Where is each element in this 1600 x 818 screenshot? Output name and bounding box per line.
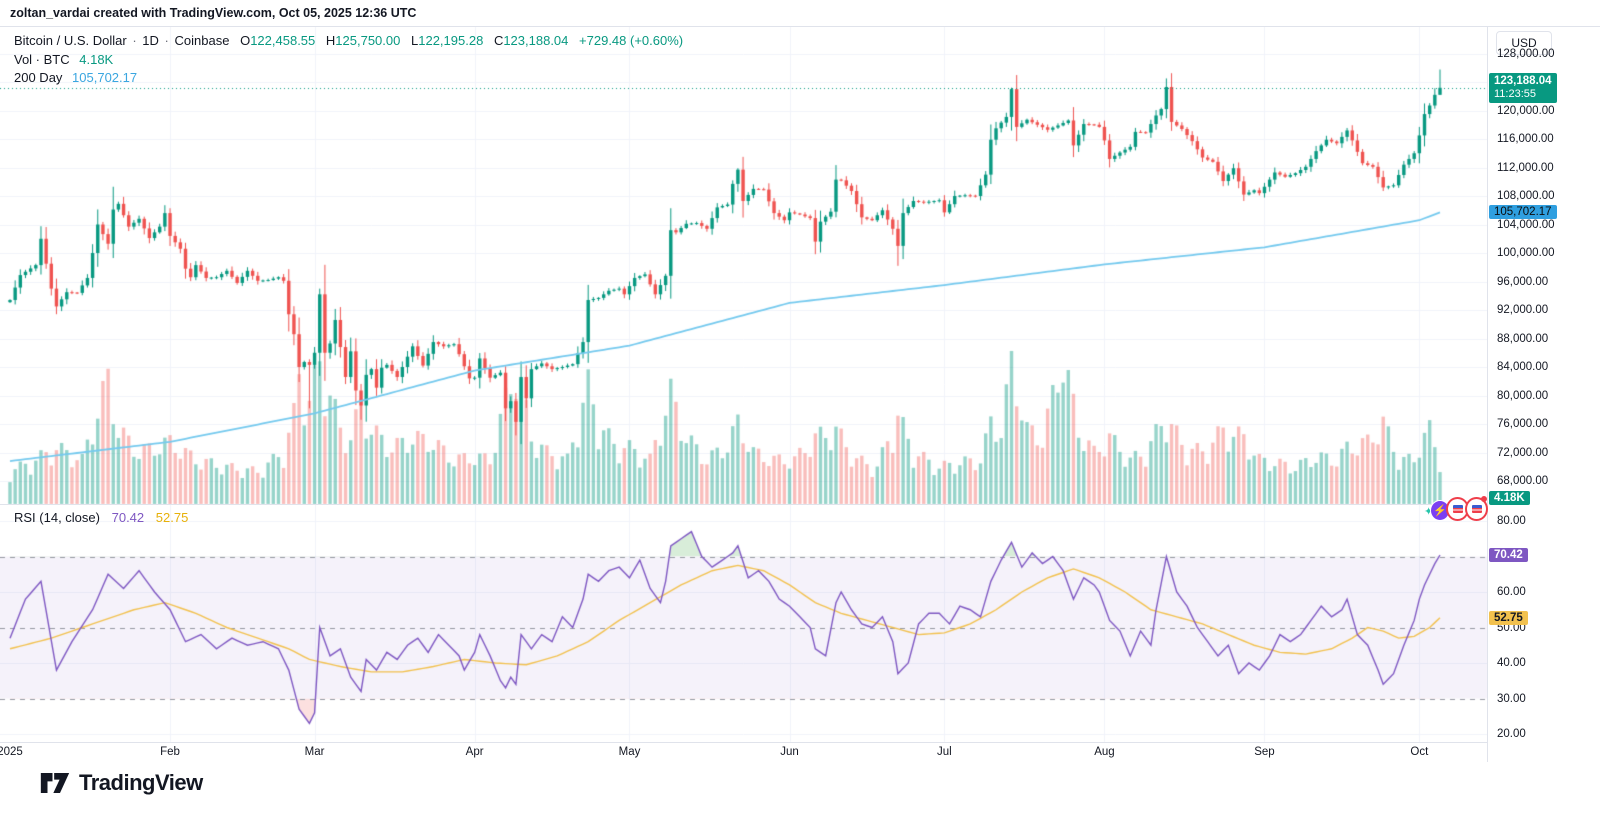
close-letter: C (493, 33, 504, 48)
time-tick: Apr (465, 746, 484, 758)
interval-label: 1D (142, 33, 159, 48)
price-tick: 80,000.00 (1497, 389, 1549, 402)
change-value: +729.48 (+0.60%) (579, 33, 684, 48)
rsi-tick: 80.00 (1497, 515, 1526, 527)
price-tick: 84,000.00 (1497, 361, 1549, 373)
time-tick: Mar (304, 746, 325, 758)
close-value: 123,188.04 (503, 33, 569, 48)
volume-legend-row: Vol · BTC 4.18K (14, 51, 683, 69)
symbol-title: Bitcoin / U.S. Dollar (14, 33, 127, 48)
open-letter: O (240, 33, 251, 48)
time-tick: Jul (937, 746, 952, 758)
rsi-tick: 60.00 (1497, 586, 1526, 598)
rsi-tick: 30.00 (1497, 692, 1526, 705)
ma200-legend-row: 200 Day 105,702.17 (14, 69, 683, 87)
time-tick: Oct (1410, 746, 1429, 758)
tradingview-logo-text: TradingView (79, 770, 203, 795)
last-price-value: 123,188.04 (1494, 74, 1552, 87)
separator-dot: · (132, 33, 137, 48)
ma200-price-badge: 105,702.17 (1489, 205, 1557, 220)
price-tick: 128,000.00 (1497, 47, 1555, 60)
rsi-tick: 40.00 (1497, 657, 1526, 669)
price-tick: 76,000.00 (1497, 418, 1549, 430)
price-tick: 100,000.00 (1497, 247, 1555, 259)
time-tick: Jun (780, 746, 799, 758)
ma200-value: 105,702.17 (72, 70, 138, 85)
sparkle-icon: ✦ (1424, 505, 1434, 518)
price-tick: 92,000.00 (1497, 304, 1549, 316)
high-value: 125,750.00 (335, 33, 401, 48)
footer: TradingView (0, 762, 1600, 818)
price-tick: 72,000.00 (1497, 446, 1549, 459)
price-tick: 112,000.00 (1497, 161, 1554, 174)
low-value: 122,195.28 (418, 33, 484, 48)
exchange-label: Coinbase (174, 33, 230, 48)
volume-badge: 4.18K (1489, 491, 1530, 505)
rsi-ma-value: 52.75 (155, 510, 189, 525)
event-marker-cluster[interactable]: ✦ ⚡ (1424, 495, 1488, 521)
price-tick: 68,000.00 (1497, 475, 1549, 487)
chart-area: Bitcoin / U.S. Dollar · 1D · Coinbase O1… (0, 26, 1600, 763)
price-tick: 120,000.00 (1497, 104, 1555, 117)
rsi-ma-last-badge: 52.75 (1489, 610, 1528, 625)
attribution-text: zoltan_vardai created with TradingView.c… (10, 6, 417, 20)
time-tick: Aug (1094, 746, 1115, 758)
time-tick: May (618, 746, 641, 758)
economic-event-icon[interactable] (1465, 496, 1488, 521)
axis-divider (0, 742, 1487, 743)
symbol-ohlc-row: Bitcoin / U.S. Dollar · 1D · Coinbase O1… (14, 32, 683, 50)
flag-icon (1471, 505, 1482, 513)
tradingview-logo[interactable]: TradingView (40, 770, 203, 796)
currency-toggle-button[interactable]: USD (1496, 31, 1552, 55)
pane-divider[interactable] (0, 504, 1487, 505)
rsi-value: 70.42 (111, 510, 145, 525)
price-tick: 88,000.00 (1497, 332, 1549, 345)
price-tick: 108,000.00 (1497, 190, 1555, 202)
price-tick: 104,000.00 (1497, 218, 1555, 231)
flag-icon (1452, 505, 1463, 513)
ma200-label: 200 Day (14, 70, 63, 85)
rsi-tick: 20.00 (1497, 728, 1526, 740)
bar-countdown: 11:23:55 (1494, 87, 1537, 100)
time-tick: Feb (160, 746, 180, 758)
open-value: 122,458.55 (250, 33, 316, 48)
separator-dot: · (164, 33, 169, 48)
time-axis[interactable]: 2025 Feb Mar Apr May Jun Jul Aug Sep Oct (0, 743, 1487, 763)
volume-value: 4.18K (79, 51, 114, 67)
price-axis[interactable]: USD 128,000.00124,000.00120,000.00116,00… (1487, 27, 1600, 763)
last-price-badge: 123,188.04 11:23:55 (1489, 72, 1557, 103)
rsi-title: RSI (14, close) (14, 510, 100, 525)
tradingview-logo-icon (40, 773, 70, 793)
rsi-last-badge: 70.42 (1489, 548, 1528, 562)
low-letter: L (411, 33, 419, 48)
time-tick: 2025 (0, 746, 23, 758)
time-tick: Sep (1254, 746, 1275, 758)
symbol-legend: Bitcoin / U.S. Dollar · 1D · Coinbase O1… (14, 32, 683, 88)
price-tick: 116,000.00 (1497, 133, 1554, 145)
volume-label: Vol · BTC (14, 51, 70, 67)
notification-dot (1481, 496, 1487, 502)
price-tick: 96,000.00 (1497, 275, 1549, 288)
price-chart-canvas[interactable] (0, 27, 1487, 763)
high-letter: H (325, 33, 336, 48)
rsi-legend: RSI (14, close) 70.42 52.75 (14, 510, 188, 525)
